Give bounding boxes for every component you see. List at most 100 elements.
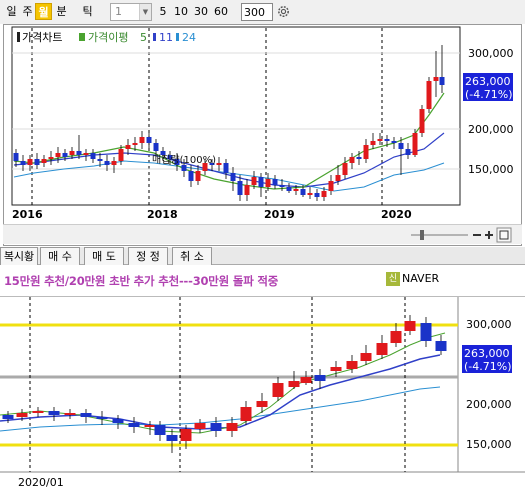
candle-body <box>96 417 108 419</box>
period-tick-button[interactable]: 틱 <box>82 5 93 18</box>
candlestick-series <box>2 315 447 453</box>
price-chart[interactable]: 매집량(100%) 가격차트 가격이평 5 11 24 300,000 200,… <box>4 25 523 247</box>
candle-body <box>144 425 156 427</box>
news-source: NAVER <box>402 272 440 285</box>
candle-body <box>419 109 425 133</box>
candle-body <box>398 143 404 149</box>
candle-body <box>118 149 124 161</box>
candle-body <box>69 151 75 155</box>
candle-body <box>433 77 439 81</box>
candle-body <box>404 321 416 331</box>
candle-body <box>48 411 60 415</box>
candle-body <box>153 143 159 151</box>
candle-body <box>48 157 54 159</box>
news-headline[interactable]: 15만원 추천/20만원 초반 추가 추천---30만원 돌파 적중 <box>4 274 279 288</box>
interval-10-button[interactable]: 10 <box>174 5 188 18</box>
candle-body <box>128 423 140 427</box>
candle-body <box>166 435 178 441</box>
zoom-chart[interactable]: 300,000 200,000 150,000 263,000 (-4.71%)… <box>0 297 525 497</box>
zoom-out-icon[interactable] <box>473 234 481 236</box>
candle-body <box>160 151 166 155</box>
candle-body <box>426 81 432 109</box>
interval-5-button[interactable]: 5 <box>159 5 167 18</box>
y-tick-label: 150,000 <box>468 163 514 176</box>
candle-body <box>251 177 257 185</box>
candle-body <box>349 157 355 163</box>
news-bar[interactable]: 15만원 추천/20만원 초반 추가 추천---30만원 돌파 적중 신 NAV… <box>0 267 525 295</box>
candle-body <box>314 375 326 381</box>
tab-buy[interactable]: 매 수 <box>40 247 80 265</box>
x-tick-label: 2020/01 <box>18 476 64 489</box>
candle-body <box>202 163 208 171</box>
candle-body <box>112 419 124 423</box>
candle-body <box>391 141 397 143</box>
interval-value: 1 <box>115 5 122 18</box>
x-tick-label: 2019 <box>264 208 295 221</box>
candle-body <box>97 159 103 161</box>
candle-body <box>90 153 96 159</box>
current-change: (-4.71%) <box>465 88 513 101</box>
zoom-chart-panel[interactable]: 300,000 200,000 150,000 263,000 (-4.71%)… <box>0 296 525 496</box>
candle-body <box>346 361 358 369</box>
candle-body <box>125 145 131 149</box>
candle-body <box>76 151 82 155</box>
candle-body <box>223 163 229 173</box>
candle-body <box>174 159 180 165</box>
candle-body <box>286 187 292 191</box>
ma24-line <box>13 160 445 192</box>
new-badge: 신 <box>386 272 400 286</box>
tab-cancel[interactable]: 취 소 <box>172 247 212 265</box>
candle-body <box>180 429 192 441</box>
candle-body <box>111 161 117 165</box>
candle-body <box>210 423 222 431</box>
interval-30-button[interactable]: 30 <box>194 5 208 18</box>
period-minute-button[interactable]: 분 <box>56 5 67 18</box>
chevron-down-icon[interactable]: ▼ <box>139 4 151 20</box>
tab-modify[interactable]: 정 정 <box>128 247 168 265</box>
candle-body <box>420 323 432 341</box>
chart-scroll-strip <box>3 224 522 244</box>
candle-body <box>279 185 285 187</box>
candlestick-series <box>13 45 445 201</box>
interval-select[interactable]: 1 ▼ <box>110 3 152 21</box>
toolbar: 일 주 월 분 틱 1 ▼ 5 10 30 60 <box>0 0 525 24</box>
candle-body <box>13 153 19 161</box>
candle-body <box>328 181 334 191</box>
period-month-button[interactable]: 월 <box>35 3 52 20</box>
candle-body <box>27 159 33 165</box>
candle-body <box>370 141 376 145</box>
period-day-button[interactable]: 일 <box>6 5 17 18</box>
candle-body <box>104 161 110 165</box>
scroll-slider[interactable] <box>411 230 468 240</box>
candle-body <box>272 179 278 185</box>
current-price-tag <box>462 345 512 373</box>
candle-body <box>181 165 187 171</box>
candle-body <box>41 159 47 163</box>
order-tabs: 복시황 매 수 매 도 정 정 취 소 <box>0 247 525 265</box>
y-tick-label: 300,000 <box>466 318 512 331</box>
candle-body <box>154 425 166 435</box>
tab-market-status[interactable]: 복시황 <box>0 247 38 265</box>
candle-body <box>167 155 173 159</box>
zoom-in-icon[interactable] <box>485 231 493 239</box>
candle-body <box>226 423 238 431</box>
current-price-tag <box>463 73 513 101</box>
candle-body <box>132 143 138 145</box>
candle-body <box>244 185 250 195</box>
chart-tool-icon[interactable] <box>496 227 512 243</box>
candle-body <box>363 145 369 159</box>
candle-body <box>32 411 44 413</box>
chart-annotation: 매집량(100%) <box>152 154 216 166</box>
candle-body <box>376 343 388 355</box>
gear-icon[interactable] <box>276 4 291 19</box>
candle-body <box>360 353 372 361</box>
candle-body <box>307 193 313 195</box>
count-input[interactable] <box>241 3 273 21</box>
period-week-button[interactable]: 주 <box>22 5 33 18</box>
price-chart-panel[interactable]: 매집량(100%) 가격차트 가격이평 5 11 24 300,000 200,… <box>3 24 522 246</box>
tab-sell[interactable]: 매 도 <box>84 247 124 265</box>
candle-body <box>335 175 341 181</box>
candle-body <box>390 331 402 343</box>
interval-60-button[interactable]: 60 <box>214 5 228 18</box>
candle-body <box>265 179 271 187</box>
